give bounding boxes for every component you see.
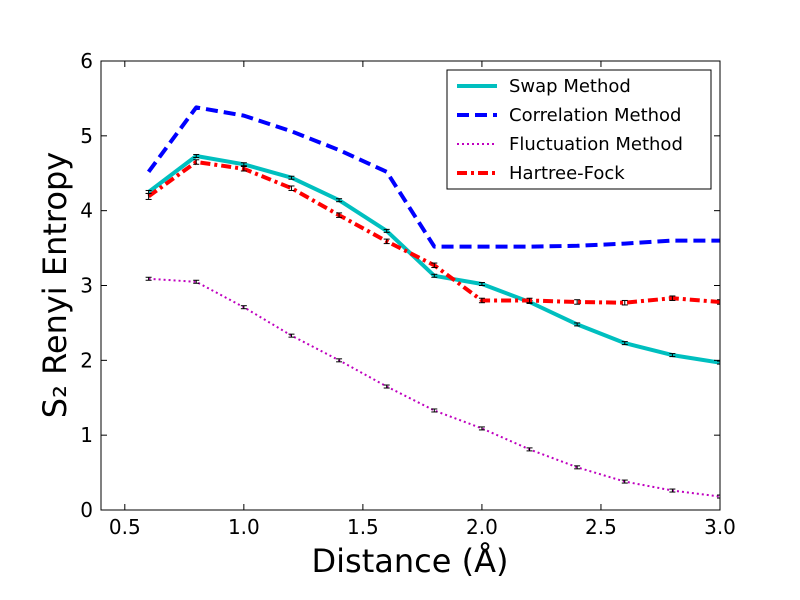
legend-label-fluctuation-method: Fluctuation Method bbox=[509, 134, 683, 155]
error-bar-fluctuation-method bbox=[193, 279, 200, 284]
error-bar-hartree-fock bbox=[145, 192, 152, 200]
legend-label-swap-method: Swap Method bbox=[509, 76, 631, 97]
axes: 0.5 1.0 1.5 2.0 2.5 3.0 0 1 2 3 4 5 6 bbox=[80, 49, 736, 539]
error-bar-fluctuation-method bbox=[336, 358, 343, 363]
x-tick-label: 3.0 bbox=[704, 515, 736, 539]
error-bar-fluctuation-method bbox=[574, 465, 581, 470]
error-bar-hartree-fock bbox=[717, 299, 720, 305]
legend-box bbox=[446, 69, 712, 190]
error-bar-hartree-fock bbox=[193, 159, 200, 165]
legend-label-correlation-method: Correlation Method bbox=[509, 105, 682, 126]
error-bar-hartree-fock bbox=[526, 297, 533, 304]
legend-label-hartree-fock: Hartree-Fock bbox=[509, 163, 625, 184]
y-tick-label: 4 bbox=[80, 199, 93, 223]
x-tick-label: 0.5 bbox=[109, 515, 141, 539]
plot-area bbox=[145, 105, 720, 499]
error-bar-hartree-fock bbox=[240, 166, 247, 172]
error-bar-swap-method bbox=[431, 273, 438, 278]
y-tick-label: 1 bbox=[80, 423, 93, 447]
error-bar-swap-method bbox=[288, 175, 295, 180]
error-bar-hartree-fock bbox=[574, 299, 581, 305]
x-tick-label: 2.0 bbox=[466, 515, 498, 539]
error-bar-hartree-fock bbox=[621, 299, 628, 306]
error-bar-fluctuation-method bbox=[145, 276, 152, 281]
error-bar-fluctuation-method bbox=[621, 479, 628, 484]
error-bar-swap-method bbox=[240, 162, 247, 167]
error-bar-hartree-fock bbox=[383, 238, 390, 245]
error-bar-fluctuation-method bbox=[478, 426, 485, 431]
x-tick-label: 1.0 bbox=[228, 515, 260, 539]
error-bar-hartree-fock bbox=[288, 185, 295, 191]
error-bar-fluctuation-method bbox=[383, 384, 390, 389]
y-tick-label: 6 bbox=[80, 49, 93, 73]
error-bar-fluctuation-method bbox=[288, 333, 295, 338]
error-bar-swap-method bbox=[717, 360, 720, 365]
series-line-correlation-method bbox=[146, 105, 720, 249]
error-bar-fluctuation-method bbox=[717, 494, 720, 499]
y-tick-label: 3 bbox=[80, 274, 93, 298]
error-bar-hartree-fock bbox=[431, 262, 438, 269]
error-bar-swap-method bbox=[574, 322, 581, 327]
error-bar-hartree-fock bbox=[669, 295, 676, 301]
legend: Swap Method Correlation Method Fluctuation… bbox=[446, 69, 712, 190]
error-bar-hartree-fock bbox=[478, 297, 485, 304]
x-tick-label: 2.5 bbox=[585, 515, 617, 539]
error-bar-swap-method bbox=[621, 341, 628, 346]
error-bar-swap-method bbox=[336, 198, 343, 203]
error-bar-fluctuation-method bbox=[431, 408, 438, 413]
y-tick-label: 5 bbox=[80, 124, 93, 148]
error-bar-swap-method bbox=[193, 154, 200, 159]
error-bar-hartree-fock bbox=[336, 212, 343, 218]
y-axis-label: S₂ Renyi Entropy bbox=[36, 152, 74, 418]
error-bar-fluctuation-method bbox=[669, 488, 676, 493]
y-tick-label: 2 bbox=[80, 348, 93, 372]
error-bar-swap-method bbox=[478, 282, 485, 286]
x-tick-label: 1.5 bbox=[347, 515, 379, 539]
error-bar-swap-method bbox=[669, 353, 676, 358]
series-line-fluctuation-method bbox=[148, 277, 720, 498]
series-group bbox=[145, 105, 720, 499]
error-bar-fluctuation-method bbox=[526, 447, 533, 452]
x-axis-label: Distance (Å) bbox=[312, 542, 509, 580]
error-bar-fluctuation-method bbox=[240, 305, 247, 310]
y-tick-label: 0 bbox=[80, 498, 93, 522]
error-bar-swap-method bbox=[383, 228, 390, 233]
